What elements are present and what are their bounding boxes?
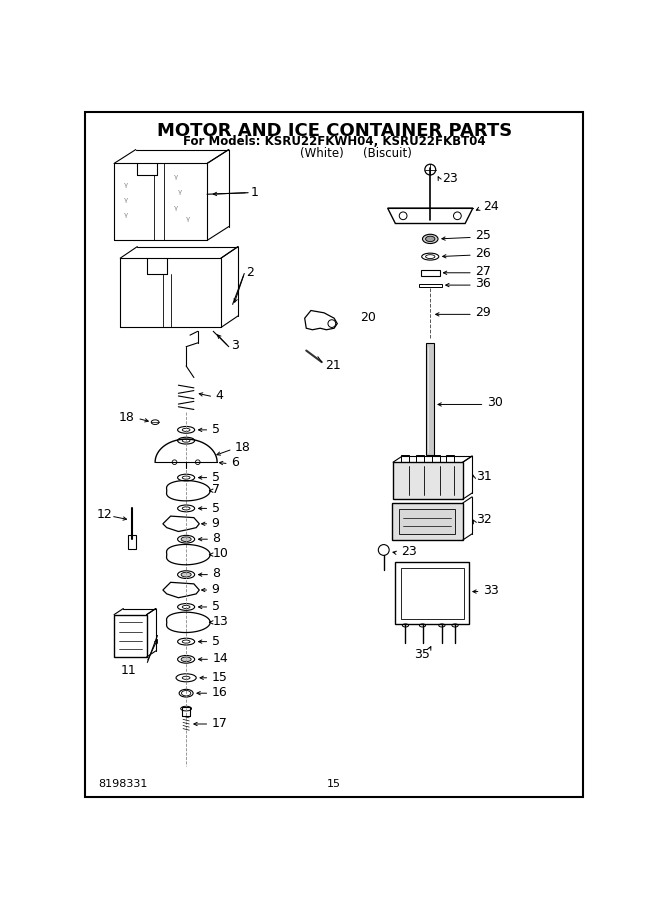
Text: 3: 3	[231, 338, 239, 352]
Ellipse shape	[181, 657, 191, 662]
Text: 10: 10	[213, 547, 228, 561]
Text: 5: 5	[212, 471, 220, 484]
Text: (White): (White)	[300, 147, 344, 159]
Text: 5: 5	[212, 423, 220, 436]
Ellipse shape	[426, 236, 435, 241]
Text: 35: 35	[415, 648, 430, 662]
Text: 21: 21	[325, 359, 342, 373]
Bar	[114, 615, 147, 657]
Text: 7: 7	[213, 483, 220, 497]
Text: 36: 36	[475, 277, 491, 290]
Bar	[432, 454, 439, 463]
Text: 11: 11	[120, 663, 136, 677]
Text: (Biscuit): (Biscuit)	[363, 147, 412, 159]
Text: 8: 8	[213, 567, 220, 580]
Text: γ: γ	[124, 212, 128, 219]
Text: 8: 8	[213, 532, 220, 544]
Bar	[426, 343, 434, 454]
Text: 20: 20	[361, 310, 376, 324]
Text: γ: γ	[124, 182, 128, 187]
Text: γ: γ	[178, 189, 182, 195]
Text: 23: 23	[442, 172, 458, 184]
Text: 5: 5	[212, 635, 220, 648]
Text: 32: 32	[476, 513, 492, 526]
Bar	[421, 270, 439, 276]
Text: γ: γ	[186, 216, 190, 222]
Text: 18: 18	[119, 411, 134, 424]
Bar	[401, 568, 464, 618]
Text: 15: 15	[327, 779, 341, 789]
Ellipse shape	[181, 537, 191, 542]
Text: 16: 16	[212, 686, 228, 699]
Text: 26: 26	[475, 247, 491, 260]
Bar	[446, 454, 454, 463]
Ellipse shape	[422, 234, 438, 244]
Text: 17: 17	[212, 716, 228, 730]
Bar	[401, 454, 409, 463]
Text: 12: 12	[97, 508, 113, 521]
Text: 8198331: 8198331	[98, 779, 148, 789]
Bar	[128, 536, 136, 549]
Text: 29: 29	[475, 306, 491, 319]
Text: 2: 2	[246, 266, 254, 278]
Ellipse shape	[181, 572, 191, 577]
Text: 15: 15	[212, 671, 228, 684]
Text: 9: 9	[212, 517, 220, 529]
Bar	[395, 562, 469, 624]
Text: 23: 23	[401, 545, 417, 558]
Text: 31: 31	[476, 470, 492, 482]
Text: 27: 27	[475, 265, 491, 278]
Text: 13: 13	[213, 615, 228, 628]
Text: MOTOR AND ICE CONTAINER PARTS: MOTOR AND ICE CONTAINER PARTS	[156, 122, 512, 140]
Bar	[391, 503, 463, 540]
Text: γ: γ	[174, 174, 178, 180]
Text: For Models: KSRU22FKWH04, KSRU22FKBT04: For Models: KSRU22FKWH04, KSRU22FKBT04	[183, 135, 486, 148]
Bar	[399, 509, 455, 534]
Text: 1: 1	[250, 186, 258, 199]
Text: 18: 18	[235, 441, 251, 454]
Bar	[419, 284, 442, 287]
Text: 6: 6	[231, 455, 239, 469]
Text: γ: γ	[174, 204, 178, 211]
Text: 30: 30	[487, 396, 503, 410]
Bar	[393, 463, 463, 500]
Text: 9: 9	[212, 583, 220, 596]
Text: 33: 33	[483, 583, 499, 597]
Bar	[416, 454, 424, 463]
Text: γ: γ	[124, 197, 128, 202]
Text: 5: 5	[212, 502, 220, 515]
Text: 14: 14	[213, 652, 228, 665]
Text: 24: 24	[483, 200, 499, 213]
Text: 5: 5	[212, 600, 220, 614]
Text: 4: 4	[216, 390, 224, 402]
Text: 25: 25	[475, 230, 491, 242]
